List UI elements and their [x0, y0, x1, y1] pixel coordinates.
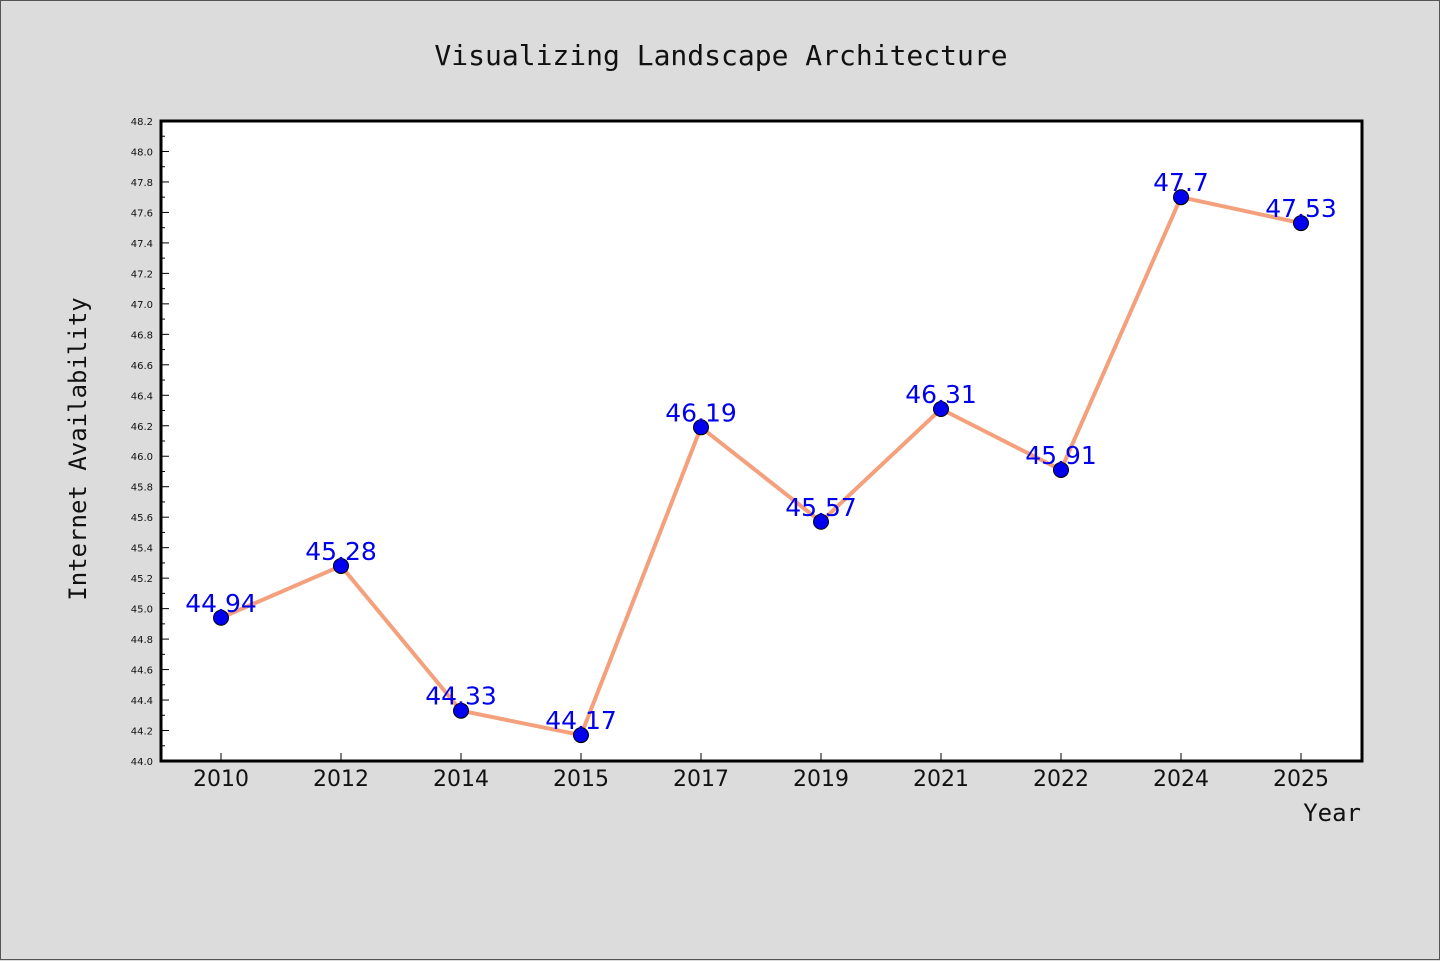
- y-tick-label: 46.0: [131, 452, 153, 463]
- y-tick-label: 48.2: [131, 117, 153, 128]
- x-tick-label: 2025: [1273, 767, 1329, 792]
- data-point: [1293, 215, 1309, 232]
- y-tick-label: 44.2: [131, 727, 153, 738]
- data-point: [453, 702, 469, 719]
- x-tick-label: 2017: [673, 767, 729, 792]
- y-tick-label: 47.4: [131, 239, 153, 250]
- y-tick-label: 46.6: [131, 361, 153, 372]
- y-axis: 44.0 44.2 44.4 44.6 44.8 45.0 45.2 45.4 45.6 45.8…: [131, 117, 169, 768]
- data-point: [333, 557, 349, 574]
- y-tick-label: 44.4: [131, 696, 153, 707]
- y-tick-label: 45.4: [131, 544, 153, 555]
- data-point: [693, 419, 709, 436]
- data-label: 44.94: [185, 589, 257, 618]
- data-label: 45.91: [1025, 441, 1097, 470]
- data-point: [813, 513, 829, 530]
- chart-title: Visualizing Landscape Architecture: [434, 39, 1007, 72]
- y-tick-label: 46.8: [131, 330, 153, 341]
- x-axis: 2010 2012 2014 2015 2017 2019 2021 2022 2024 2025: [193, 753, 1329, 792]
- data-point: [573, 727, 589, 744]
- series-line: [220, 195, 1302, 738]
- data-label: 45.28: [305, 537, 377, 566]
- y-tick-label: 45.8: [131, 483, 153, 494]
- data-point: [1053, 461, 1069, 478]
- data-labels: 44.94 45.28 44.33 44.17 46.19 45.57 46.31 45.91…: [185, 168, 1337, 735]
- x-tick-label: 2022: [1033, 767, 1089, 792]
- y-tick-label: 44.6: [131, 666, 153, 677]
- y-tick-label: 47.0: [131, 300, 153, 311]
- x-tick-label: 2010: [193, 767, 249, 792]
- y-tick-label: 44.0: [131, 757, 153, 768]
- data-point: [213, 609, 229, 626]
- y-tick-label: 45.2: [131, 574, 153, 585]
- data-label: 44.33: [425, 682, 497, 711]
- y-tick-label: 45.6: [131, 513, 153, 524]
- data-label: 44.17: [545, 706, 617, 735]
- y-tick-label: 48.0: [131, 147, 153, 158]
- data-label: 45.57: [785, 493, 857, 522]
- data-point: [1173, 189, 1189, 206]
- y-tick-label: 47.8: [131, 178, 153, 189]
- y-tick-label: 47.6: [131, 208, 153, 219]
- x-tick-label: 2012: [313, 767, 369, 792]
- x-tick-label: 2014: [433, 767, 489, 792]
- x-tick-label: 2024: [1153, 767, 1209, 792]
- data-point: [933, 401, 949, 417]
- y-tick-label: 45.0: [131, 605, 153, 616]
- x-axis-label: Year: [1303, 799, 1361, 827]
- y-axis-label: Internet Availability: [64, 297, 92, 600]
- y-tick-label: 44.8: [131, 635, 153, 646]
- y-tick-label: 46.2: [131, 422, 153, 433]
- x-tick-label: 2021: [913, 767, 969, 792]
- data-label: 47.7: [1153, 168, 1209, 197]
- y-tick-label: 47.2: [131, 269, 153, 280]
- data-label: 46.19: [665, 398, 737, 427]
- x-tick-label: 2015: [553, 767, 609, 792]
- data-label: 47.53: [1265, 194, 1337, 223]
- data-points: [213, 189, 1309, 744]
- x-tick-label: 2019: [793, 767, 849, 792]
- y-tick-label: 46.4: [131, 391, 153, 402]
- data-label: 46.31: [905, 380, 977, 409]
- plot-area: [159, 119, 1364, 763]
